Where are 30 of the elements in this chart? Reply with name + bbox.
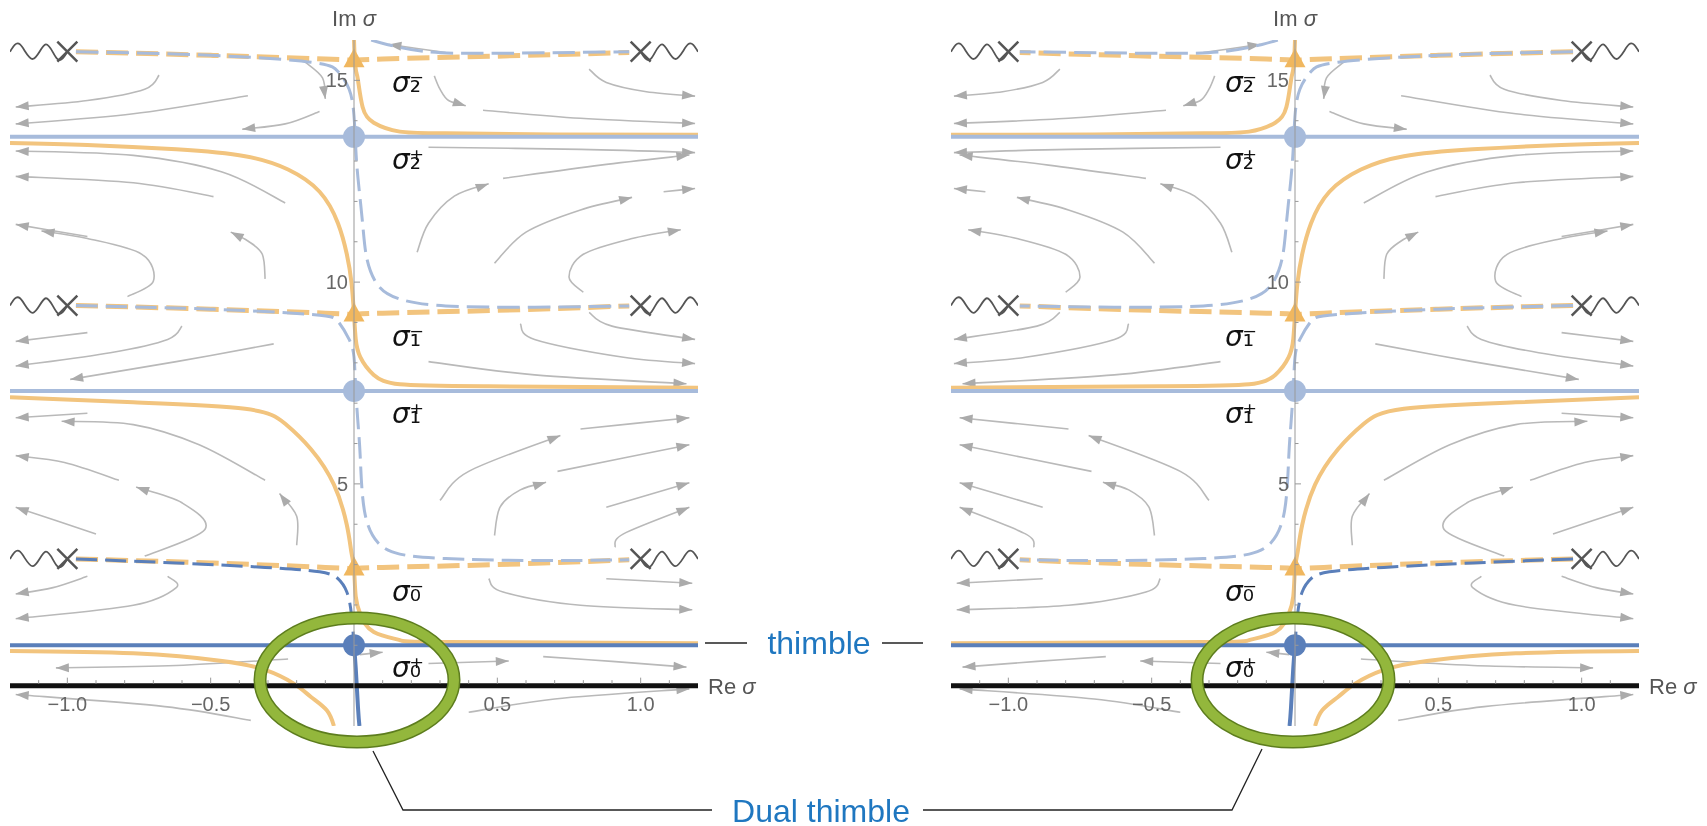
y-axis-title: Im σ <box>332 5 377 31</box>
x-tick-label: −0.5 <box>190 692 231 715</box>
y-tick-label: 15 <box>325 69 348 92</box>
data-label: σ₀⁺ <box>1225 650 1257 684</box>
y-tick-label: 10 <box>1266 271 1289 294</box>
data-label: σ₀⁺ <box>392 650 424 684</box>
data-label: σ₀⁻ <box>392 574 424 608</box>
x-tick-label: 0.5 <box>483 692 512 715</box>
y-tick-label: 10 <box>325 271 348 294</box>
x-tick-label: 1.0 <box>626 692 655 715</box>
data-label: σ₁⁻ <box>1225 319 1257 353</box>
data-label: σ₁⁻ <box>392 319 424 353</box>
x-tick-label: 1.0 <box>1567 692 1596 715</box>
data-label: σ₂⁺ <box>1225 142 1257 176</box>
data-label: σ₂⁻ <box>1225 65 1257 99</box>
y-tick-label: 5 <box>1277 472 1289 495</box>
x-axis-title: Re σ <box>1649 673 1698 699</box>
x-tick-label: −1.0 <box>47 692 88 715</box>
y-tick-label: 15 <box>1266 69 1289 92</box>
x-tick-label: −0.5 <box>1131 692 1172 715</box>
data-label: σ₀⁻ <box>1225 574 1257 608</box>
text: Dual thimble <box>732 793 910 826</box>
data-label: σ₂⁻ <box>392 65 424 99</box>
text: thimble <box>767 625 871 661</box>
x-axis-title: Re σ <box>708 673 757 699</box>
data-label: σ₂⁺ <box>392 142 424 176</box>
x-tick-label: 0.5 <box>1424 692 1453 715</box>
y-axis-title: Im σ <box>1273 5 1318 31</box>
x-tick-label: −1.0 <box>988 692 1029 715</box>
y-tick-label: 5 <box>336 472 348 495</box>
